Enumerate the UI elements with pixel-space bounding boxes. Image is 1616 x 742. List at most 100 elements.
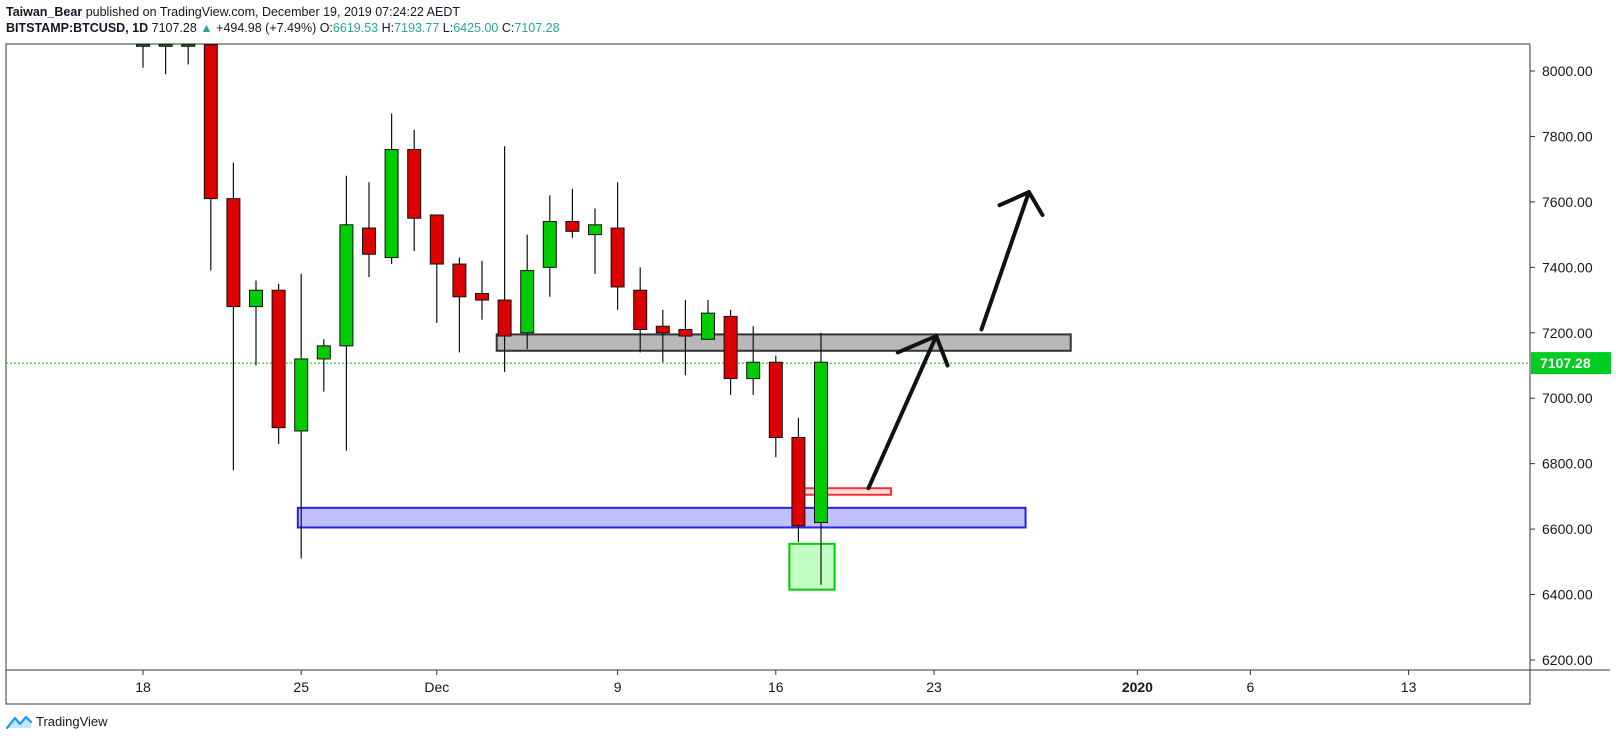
candle-body-down [475, 293, 489, 301]
price-tick-label: 7600.00 [1542, 194, 1593, 210]
high-value: 7193.77 [394, 21, 440, 35]
drawing-zones [296, 333, 1072, 591]
candle[interactable] [588, 208, 602, 274]
candles-group [136, 44, 828, 585]
last-price-label-text: 7107.28 [1540, 355, 1591, 371]
candle-body-down [429, 214, 444, 265]
candle[interactable] [655, 309, 670, 363]
candle[interactable] [633, 267, 648, 353]
candle[interactable] [203, 44, 218, 271]
time-tick-label: 9 [614, 679, 622, 695]
candle[interactable] [701, 300, 715, 340]
wick-zone[interactable] [788, 542, 836, 591]
low-label: L: [442, 21, 454, 35]
candle[interactable] [610, 182, 625, 310]
candle[interactable] [181, 44, 196, 65]
open-label: O: [319, 21, 333, 35]
projection-arrow-1[interactable] [866, 334, 939, 491]
candle[interactable] [542, 195, 557, 297]
candle[interactable] [249, 280, 263, 366]
candle[interactable] [294, 273, 309, 559]
candle[interactable] [723, 309, 738, 395]
candle-body-down [791, 436, 806, 527]
candle[interactable] [362, 182, 376, 278]
candle[interactable] [136, 44, 150, 68]
candle-body-down [655, 325, 670, 334]
footer-brand-label: TradingView [36, 714, 108, 729]
candle[interactable] [768, 355, 783, 458]
candle-body-down [565, 221, 580, 232]
low-value: 6425.00 [453, 21, 499, 35]
candle-body-up [294, 358, 309, 432]
resistance-zone[interactable] [495, 333, 1072, 352]
candle-body-down [362, 227, 376, 255]
projection-arrow-2[interactable] [979, 190, 1031, 332]
last-price-label-bg [1531, 352, 1611, 375]
symbol-label[interactable]: BITSTAMP:BTCUSD, 1D [6, 21, 149, 35]
support-zone[interactable] [296, 506, 1027, 529]
candle[interactable] [452, 257, 467, 353]
projection-arrows [866, 190, 1045, 491]
entry-zone[interactable] [795, 487, 893, 496]
candle-body-down [678, 329, 693, 337]
arrow-head-2-icon [997, 190, 1045, 217]
close-value: 7107.28 [514, 21, 560, 35]
arrow-head-1-icon [895, 334, 950, 368]
symbol-line: BITSTAMP:BTCUSD, 1D 7107.28 ▲ +494.98 (+… [6, 20, 560, 36]
candle[interactable] [158, 44, 173, 75]
candle-body-down [633, 289, 648, 331]
candle-body-down [203, 44, 218, 200]
price-axis[interactable]: 6200.00 6400.00 6600.00 6800.00 7000.00 7200.… [1530, 63, 1593, 668]
candle[interactable] [475, 260, 489, 320]
candle-body-up [520, 270, 535, 334]
candle-body-down [768, 361, 783, 438]
footer-brand[interactable]: TradingView [6, 714, 108, 729]
time-tick-label: 6 [1247, 679, 1255, 695]
time-axis[interactable]: 18 25 Dec 9 16 23 2020 6 13 [135, 670, 1417, 695]
author-name[interactable]: Taiwan_Bear [6, 5, 83, 19]
candle-body-up [701, 312, 715, 340]
candle[interactable] [339, 175, 354, 451]
time-tick-label: 18 [135, 679, 151, 695]
candle-body-up [181, 44, 196, 47]
candle-body-down [226, 198, 241, 308]
candle-body-down [407, 149, 422, 219]
candle[interactable] [520, 234, 535, 350]
price-tick-label: 6400.00 [1542, 587, 1593, 603]
time-tick-label: 23 [926, 679, 942, 695]
candle[interactable] [497, 146, 512, 373]
candle-body-up [588, 224, 602, 236]
close-label: C: [501, 21, 515, 35]
candle[interactable] [565, 188, 580, 238]
price-tick-label: 6200.00 [1542, 652, 1593, 668]
candle[interactable] [678, 300, 693, 376]
candle-body-up [316, 345, 331, 360]
candle[interactable] [271, 283, 286, 445]
time-tick-label: 13 [1401, 679, 1417, 695]
candle-body-up [339, 224, 354, 347]
candle-body-up [746, 361, 761, 380]
time-tick-label: 2020 [1122, 679, 1153, 695]
candle[interactable] [791, 417, 806, 543]
price-tick-label: 7400.00 [1542, 259, 1593, 275]
candle[interactable] [316, 339, 331, 392]
high-label: H: [381, 21, 395, 35]
candle[interactable] [429, 214, 444, 323]
candle-body-down [723, 315, 738, 380]
candle[interactable] [746, 326, 761, 395]
price-tick-label: 6600.00 [1542, 521, 1593, 537]
candle[interactable] [814, 332, 828, 585]
candle[interactable] [384, 113, 399, 265]
change-arrow-icon: ▲ [200, 21, 213, 35]
open-value: 6619.53 [332, 21, 379, 35]
candle[interactable] [226, 162, 241, 471]
price-tick-label: 7200.00 [1542, 325, 1593, 341]
time-tick-label: Dec [424, 679, 449, 695]
candle-body-up [249, 289, 263, 308]
candle[interactable] [407, 129, 422, 251]
change-value: +494.98 (+7.49%) [216, 21, 317, 35]
time-tick-label: 25 [293, 679, 309, 695]
last-price-value: 7107.28 [151, 21, 197, 35]
candle-body-down [610, 227, 625, 288]
